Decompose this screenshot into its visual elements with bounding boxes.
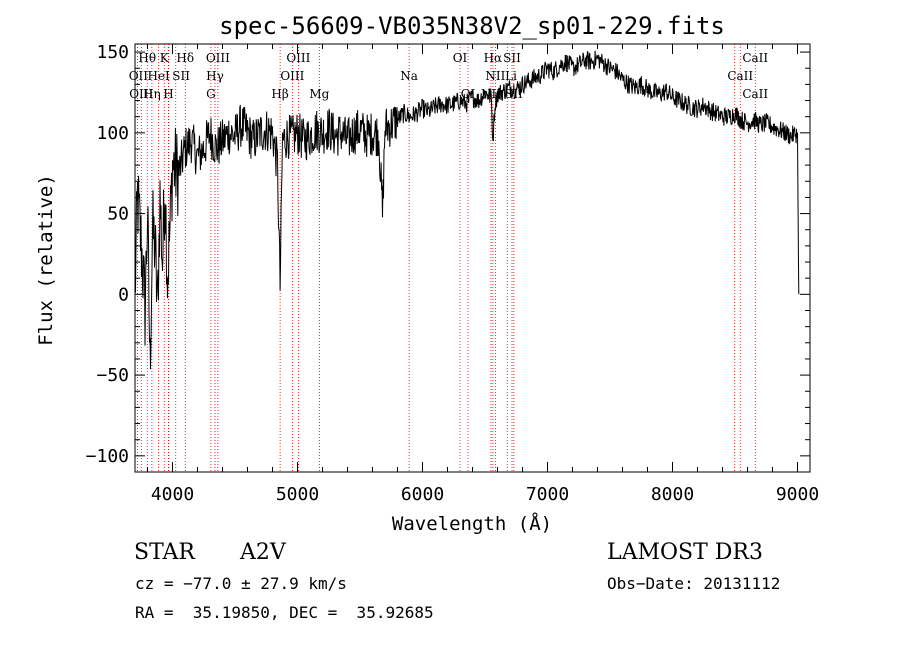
x-tick-label-7000: 7000: [526, 484, 569, 505]
line-label-17: OI: [453, 51, 468, 65]
flux-series-line: [134, 50, 800, 370]
x-axis-label: Wavelength (Å): [392, 512, 552, 535]
line-label-27: CaII: [742, 87, 768, 101]
object-subclass: A2V: [240, 540, 286, 565]
x-tick-label-9000: 9000: [776, 484, 819, 505]
line-label-26: CaII: [727, 69, 753, 83]
y-tick-label--50: −50: [96, 365, 129, 386]
line-label-8: H: [163, 87, 173, 101]
line-label-22: Li: [505, 69, 517, 83]
line-label-12: OIII: [286, 51, 310, 65]
line-label-7: Hη: [143, 87, 161, 101]
line-label-11: G: [206, 87, 216, 101]
line-label-2: Hδ: [176, 51, 194, 65]
line-label-13: OIII: [280, 69, 304, 83]
y-tick-label-0: 0: [118, 284, 129, 305]
x-tick-label-5000: 5000: [276, 484, 319, 505]
x-tick-label-6000: 6000: [401, 484, 444, 505]
y-axis-ticks: −100 −50 0 50 100 150: [86, 42, 810, 467]
y-tick-label--100: −100: [86, 446, 129, 467]
line-label-4: HeI: [147, 69, 170, 83]
y-tick-label-150: 150: [96, 42, 129, 63]
line-label-5: SII: [172, 69, 190, 83]
line-label-20: SII: [503, 51, 521, 65]
y-tick-label-50: 50: [107, 204, 129, 225]
y-axis-label: Flux (relative): [35, 174, 57, 346]
chart-title: spec-56609-VB035N38V2_sp01-229.fits: [219, 12, 725, 40]
line-label-6: OIII: [129, 87, 153, 101]
line-label-9: OIII: [206, 51, 230, 65]
survey-name: LAMOST DR3: [607, 540, 763, 565]
y-tick-label-100: 100: [96, 123, 129, 144]
x-tick-label-4000: 4000: [151, 484, 194, 505]
line-label-10: Hγ: [206, 69, 224, 83]
line-label-0: Hθ: [138, 51, 156, 65]
observation-date: Obs−Date: 20131112: [607, 574, 781, 593]
coordinates: RA = 35.19850, DEC = 35.92685: [135, 603, 434, 622]
object-class: STAR: [134, 540, 195, 565]
line-label-16: Na: [400, 69, 418, 83]
line-label-19: Hα: [484, 51, 503, 65]
x-tick-label-8000: 8000: [651, 484, 694, 505]
line-label-3: OII: [129, 69, 149, 83]
line-label-1: K: [160, 51, 170, 65]
line-label-14: Hβ: [271, 87, 288, 101]
redshift-readout: cz = −77.0 ± 27.9 km/s: [135, 574, 347, 593]
x-axis-ticks: 4000 5000 6000 7000 8000 9000: [147, 44, 819, 505]
line-label-25: CaII: [742, 51, 768, 65]
line-label-21: NII: [485, 69, 505, 83]
line-label-15: Mg: [309, 87, 329, 101]
